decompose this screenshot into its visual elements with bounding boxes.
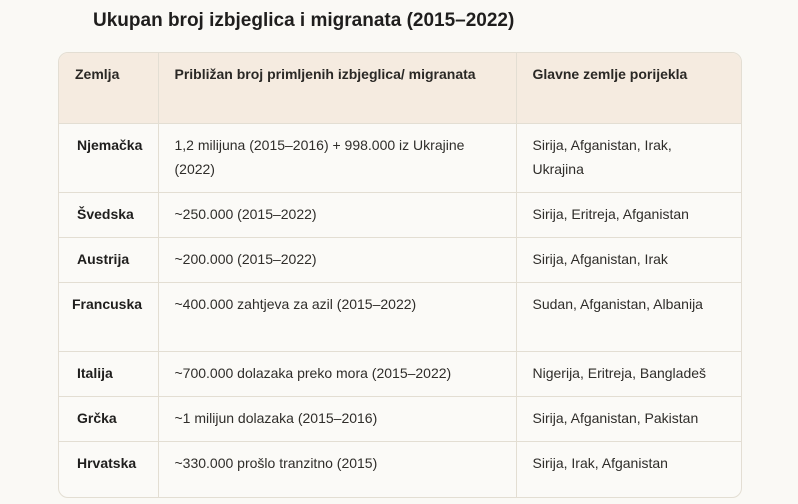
cell-country: Grčka <box>59 396 158 442</box>
cell-origin: Sirija, Afganistan, Pakistan <box>515 396 741 442</box>
cell-count: ~1 milijun dolazaka (2015–2016) <box>157 396 516 442</box>
header-country: Zemlja <box>59 53 158 124</box>
table-row: Italija ~700.000 dolazaka preko mora (20… <box>59 351 741 397</box>
refugee-table: Zemlja Približan broj primljenih izbjegl… <box>59 53 741 497</box>
table-row: Francuska ~400.000 zahtjeva za azil (201… <box>59 282 741 352</box>
table-row: Austrija ~200.000 (2015–2022) Sirija, Af… <box>59 237 741 283</box>
page-title: Ukupan broj izbjeglica i migranata (2015… <box>93 10 515 31</box>
table-row: Grčka ~1 milijun dolazaka (2015–2016) Si… <box>59 396 741 442</box>
cell-origin: Sirija, Irak, Afganistan <box>515 441 741 497</box>
cell-country: Francuska <box>59 282 158 352</box>
cell-origin: Sirija, Afganistan, Irak, Ukrajina <box>515 123 741 193</box>
cell-origin: Nigerija, Eritreja, Bangladeš <box>515 351 741 397</box>
cell-country: Švedska <box>59 192 158 238</box>
cell-origin: Sirija, Eritreja, Afganistan <box>515 192 741 238</box>
table-row: Njemačka 1,2 milijuna (2015–2016) + 998.… <box>59 123 741 193</box>
cell-country: Hrvatska <box>77 454 137 471</box>
cell-country: Njemačka <box>59 123 158 193</box>
cell-origin: Sudan, Afganistan, Albanija <box>515 282 741 352</box>
cell-count: ~330.000 prošlo tranzitno (2015) <box>157 441 516 497</box>
cell-count: ~250.000 (2015–2022) <box>157 192 516 238</box>
cell-count: ~700.000 dolazaka preko mora (2015–2022) <box>157 351 516 397</box>
refugee-table-container: Zemlja Približan broj primljenih izbjegl… <box>58 52 742 498</box>
cell-country: Italija <box>59 351 158 397</box>
table-header-row: Zemlja Približan broj primljenih izbjegl… <box>59 53 741 124</box>
header-origin: Glavne zemlje porijekla <box>515 53 741 124</box>
cell-count: ~400.000 zahtjeva za azil (2015–2022) <box>157 282 516 352</box>
cell-count: 1,2 milijuna (2015–2016) + 998.000 iz Uk… <box>157 123 516 193</box>
cell-count: ~200.000 (2015–2022) <box>157 237 516 283</box>
table-row: Hrvatska ~330.000 prošlo tranzitno (2015… <box>59 441 741 497</box>
cell-country: Austrija <box>59 237 158 283</box>
header-count: Približan broj primljenih izbjeglica/ mi… <box>157 53 516 124</box>
table-row: Švedska ~250.000 (2015–2022) Sirija, Eri… <box>59 192 741 238</box>
cell-origin: Sirija, Afganistan, Irak <box>515 237 741 283</box>
